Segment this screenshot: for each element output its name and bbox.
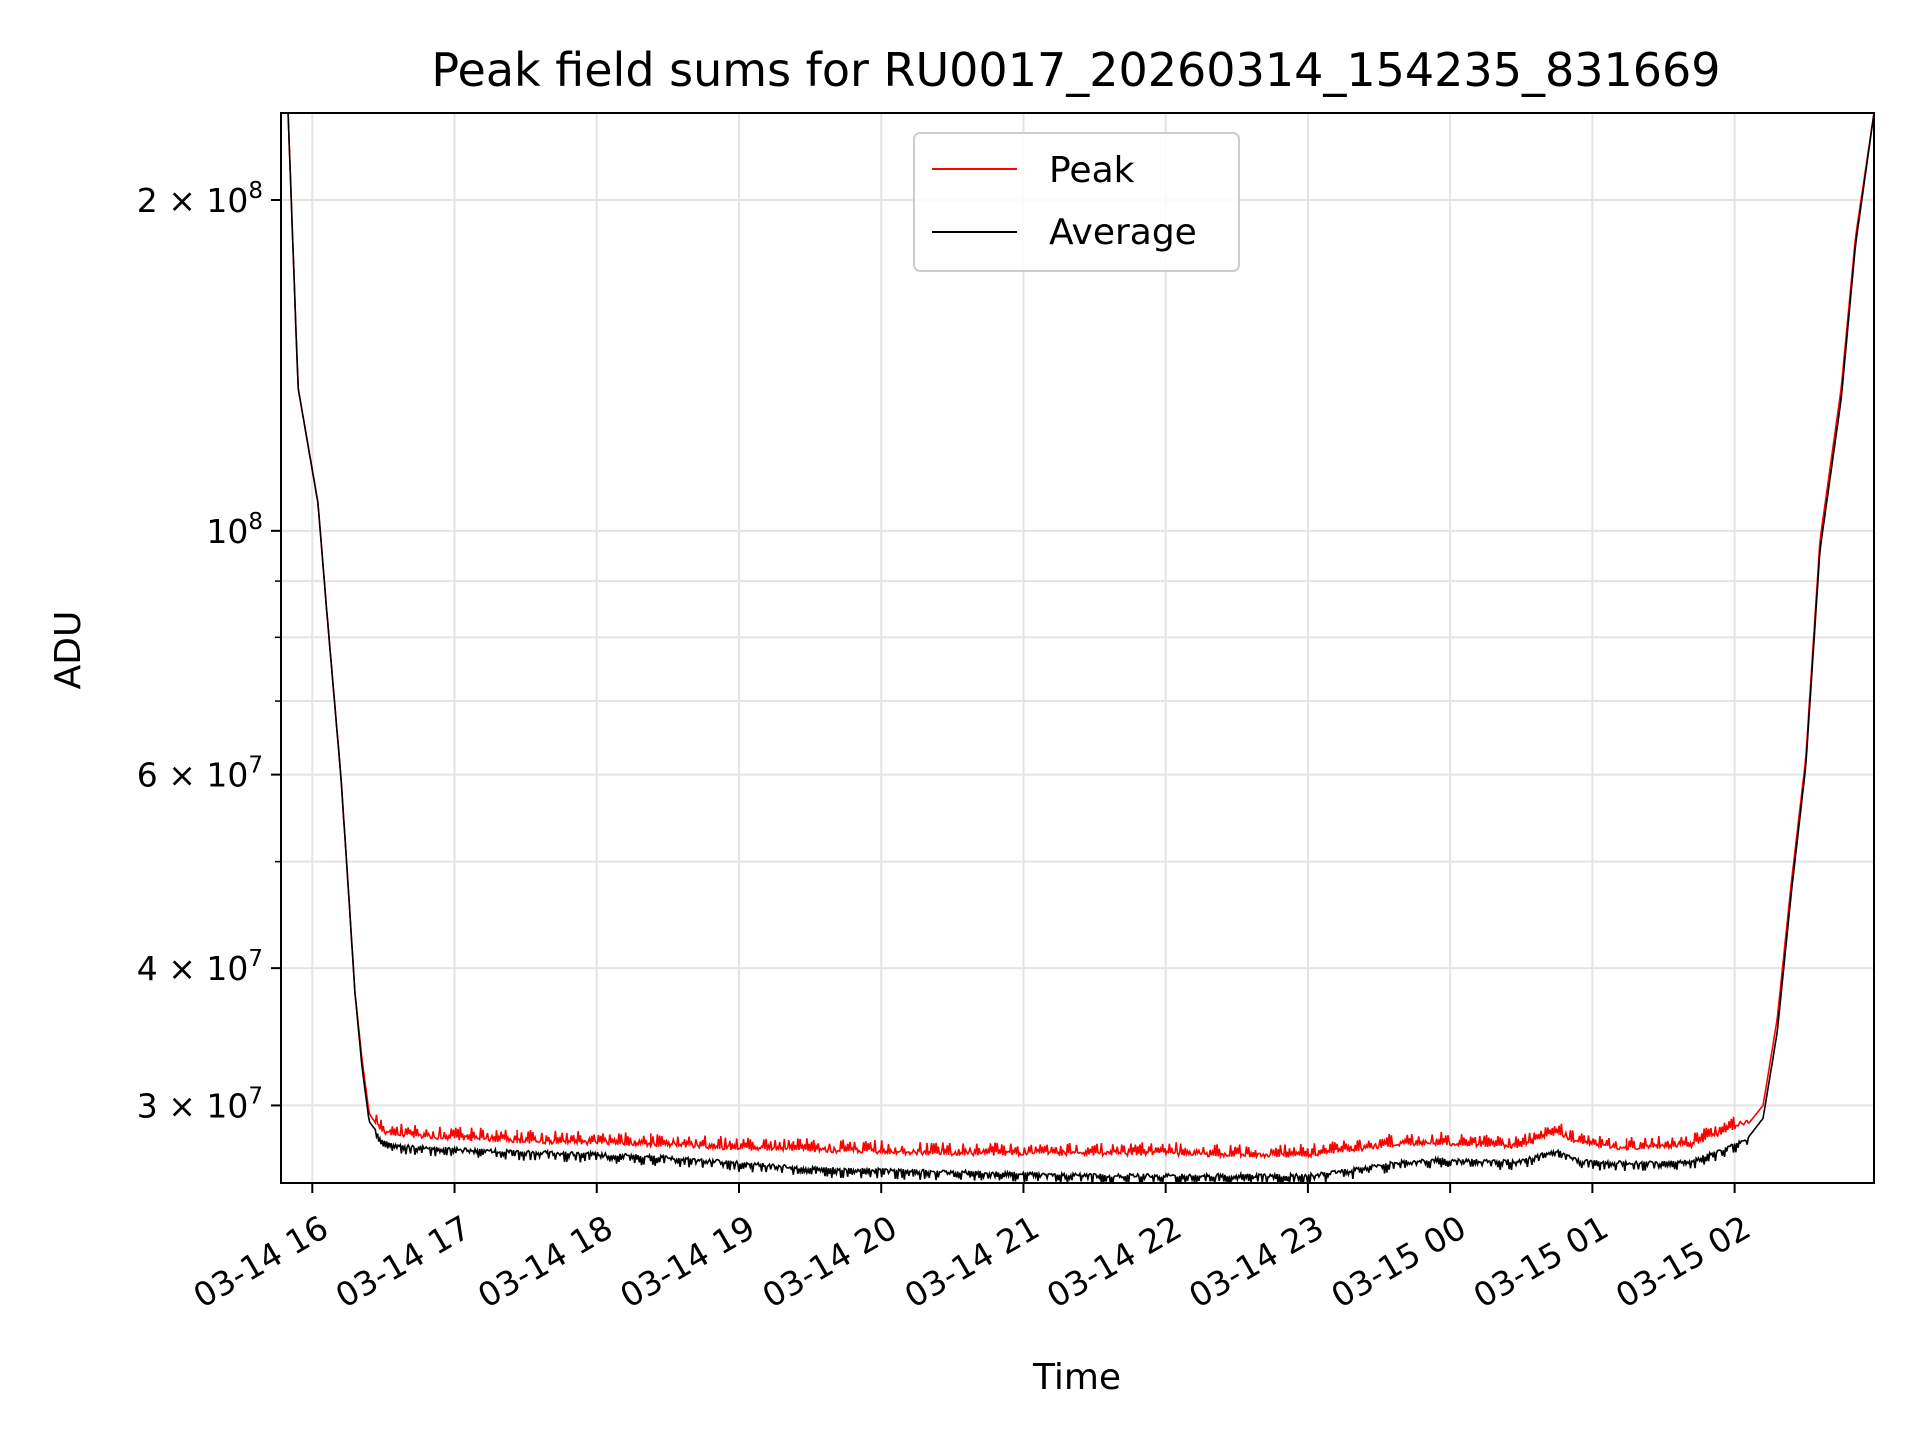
y-tick-label: 4 × 107 [137, 946, 263, 988]
y-tick-label: 3 × 107 [137, 1083, 263, 1125]
legend-box [913, 132, 1240, 272]
legend-peak-label: Peak [1049, 150, 1135, 191]
chart-title: Peak field sums for RU0017_20260314_1542… [431, 43, 1720, 97]
legend: Peak Average [913, 132, 1240, 272]
y-tick-label: 6 × 107 [137, 753, 263, 795]
x-axis-label: Time [1032, 1357, 1121, 1398]
series-layer [287, 113, 1874, 1183]
y-tick-label: 108 [206, 509, 263, 551]
series-peak-line [287, 113, 1874, 1160]
y-tick-label: 2 × 108 [137, 178, 263, 220]
y-axis-label: ADU [48, 611, 89, 690]
grid [281, 113, 1874, 1183]
series-average-line [287, 113, 1874, 1183]
legend-average-label: Average [1049, 212, 1197, 253]
plot-frame [280, 112, 1875, 1184]
